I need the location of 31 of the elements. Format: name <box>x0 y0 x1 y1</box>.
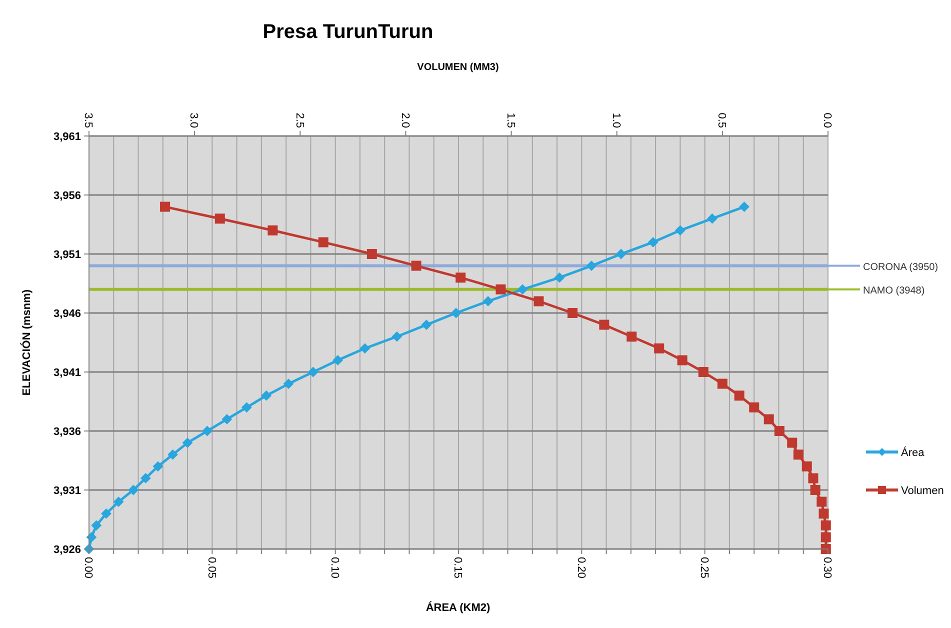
y-tick-label: 3,941 <box>53 367 81 379</box>
y-tick-label: 3,946 <box>53 308 81 320</box>
y-tick-label: 3,951 <box>53 249 81 261</box>
x2-tick-label: 3.0 <box>188 112 200 128</box>
ref-line-label: NAMO (3948) <box>863 285 925 296</box>
x2-tick-label: 0.5 <box>716 112 728 128</box>
y-tick-label: 3,936 <box>53 426 81 438</box>
x-axis-title: ÁREA (KM2) <box>426 601 491 614</box>
legend-label: Área <box>901 446 926 459</box>
ref-line-label: CORONA (3950) <box>863 262 938 273</box>
y-axis-title: ELEVACIÓN (msnm) <box>20 289 33 396</box>
x2-tick-label: 1.0 <box>610 112 622 128</box>
x2-tick-label: 2.0 <box>398 112 411 128</box>
y-tick-label: 3,956 <box>53 190 81 202</box>
x-tick-label: 0.10 <box>328 557 340 578</box>
x2-tick-label: 0.0 <box>821 112 834 128</box>
x2-axis-title: VOLUMEN (MM3) <box>417 62 499 73</box>
x2-tick-label: 1.5 <box>504 112 516 128</box>
x-tick-label: 0.15 <box>452 557 464 578</box>
y-tick-label: 3,961 <box>53 131 81 143</box>
x-tick-label: 0.20 <box>574 557 587 578</box>
y-tick-label: 3,926 <box>53 544 81 556</box>
x2-tick-label: 2.5 <box>293 112 306 128</box>
x-tick-label: 0.30 <box>821 557 834 578</box>
x-tick-label: 0.00 <box>82 557 94 578</box>
legend-label: Volumen <box>901 485 944 497</box>
x2-tick-label: 3.5 <box>82 112 94 128</box>
chart-title: Presa TurunTurun <box>262 21 434 43</box>
x-tick-label: 0.05 <box>205 557 218 578</box>
x-tick-label: 0.25 <box>698 557 710 578</box>
y-tick-label: 3,931 <box>53 485 81 497</box>
